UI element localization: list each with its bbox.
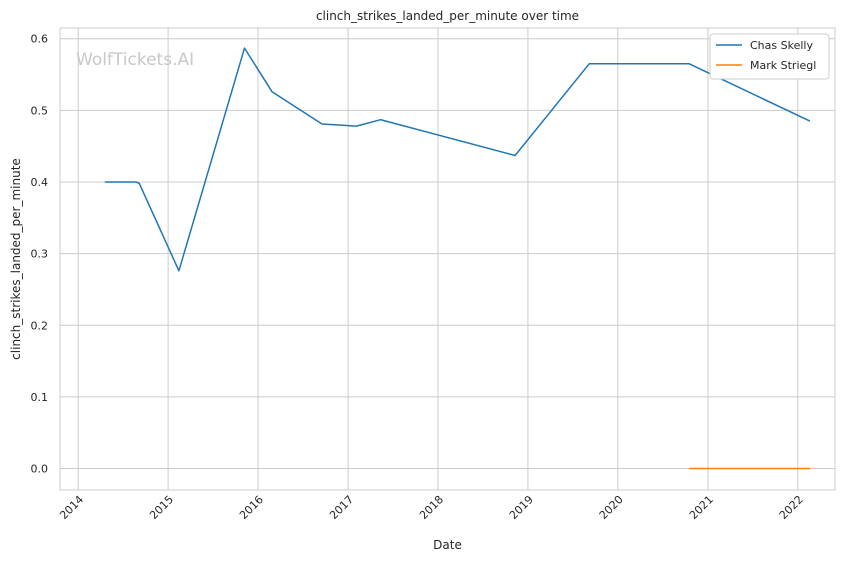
- y-tick-label: 0.4: [31, 176, 49, 189]
- plot-area: [59, 27, 836, 491]
- x-axis-title: Date: [433, 538, 462, 552]
- chart-title: clinch_strikes_landed_per_minute over ti…: [316, 9, 579, 23]
- legend-label-mark-striegl: Mark Striegl: [750, 59, 816, 72]
- y-tick-label: 0.1: [31, 391, 49, 404]
- watermark: WolfTickets.AI: [76, 50, 194, 70]
- y-axis-ticks: 0.0 0.1 0.2 0.3 0.4 0.5 0.6: [31, 33, 49, 476]
- x-tick-label: 2020: [597, 493, 626, 522]
- legend-label-chas-skelly: Chas Skelly: [750, 39, 813, 52]
- series-line-chas-skelly: [104, 47, 811, 272]
- y-tick-label: 0.3: [31, 248, 49, 261]
- x-tick-label: 2014: [57, 493, 86, 522]
- x-tick-label: 2022: [777, 493, 806, 522]
- x-tick-label: 2019: [507, 493, 536, 522]
- y-tick-label: 0.6: [31, 33, 49, 46]
- x-axis-ticks: 2014 2015 2016 2017 2018 2019 2020 2021 2022: [57, 493, 806, 522]
- x-tick-label: 2016: [237, 493, 266, 522]
- y-tick-label: 0.2: [31, 319, 49, 332]
- y-tick-label: 0.0: [31, 463, 49, 476]
- y-axis-title: clinch_strikes_landed_per_minute: [9, 158, 23, 360]
- x-tick-label: 2015: [147, 493, 176, 522]
- series-layer: [104, 47, 811, 470]
- x-tick-label: 2017: [327, 493, 356, 522]
- x-tick-label: 2021: [687, 493, 716, 522]
- legend: Chas Skelly Mark Striegl: [709, 33, 830, 80]
- y-tick-label: 0.5: [31, 104, 49, 117]
- x-tick-label: 2018: [417, 493, 446, 522]
